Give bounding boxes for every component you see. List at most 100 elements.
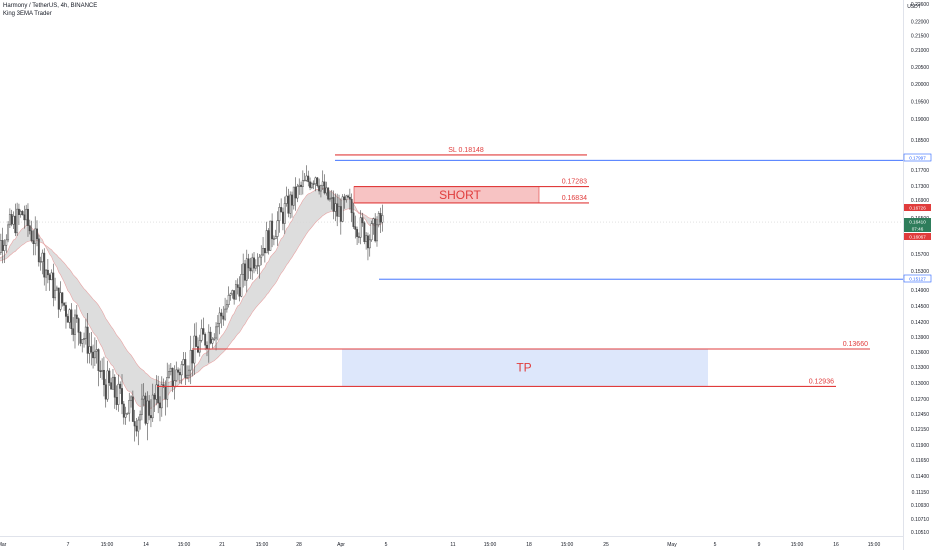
candle — [338, 194, 340, 217]
candle — [272, 235, 275, 246]
candle — [187, 365, 190, 383]
candle — [86, 312, 89, 364]
level-label: 0.13660 — [843, 341, 868, 348]
candle — [128, 392, 131, 422]
time-axis[interactable] — [0, 536, 903, 551]
candle — [135, 417, 138, 437]
candle — [309, 177, 312, 191]
candle — [57, 287, 60, 318]
ema-band-layer — [0, 187, 383, 410]
candle — [215, 322, 217, 351]
candle — [117, 374, 120, 412]
price-axis[interactable] — [903, 0, 932, 550]
candle — [244, 259, 246, 286]
candle — [365, 232, 368, 250]
candle — [151, 383, 154, 422]
candle — [101, 358, 104, 380]
candle — [130, 395, 133, 408]
candle — [298, 178, 301, 195]
candle — [75, 305, 78, 323]
levels-layer — [157, 154, 903, 387]
candle — [32, 230, 35, 256]
candle — [93, 337, 96, 367]
candle — [169, 362, 172, 376]
candle — [227, 286, 230, 308]
candle — [202, 317, 205, 335]
candle — [197, 337, 199, 354]
candle — [191, 349, 194, 377]
candle — [106, 360, 109, 402]
tp-zone[interactable] — [342, 349, 708, 387]
ema-band — [0, 188, 383, 409]
candle — [224, 297, 227, 321]
candle — [182, 352, 185, 366]
candle — [112, 368, 114, 390]
candle — [352, 202, 355, 229]
zones-layer — [342, 186, 708, 387]
candle — [81, 339, 84, 353]
candle — [370, 220, 373, 242]
candle — [339, 198, 342, 235]
candle — [14, 203, 17, 237]
candle — [267, 228, 270, 255]
candle — [149, 399, 152, 428]
candle — [50, 269, 53, 281]
candle — [84, 318, 87, 345]
candle — [66, 313, 69, 323]
candle — [173, 365, 176, 400]
candle — [240, 264, 243, 298]
candle — [347, 194, 350, 199]
candle — [155, 375, 158, 406]
candle — [265, 221, 268, 254]
candle — [5, 234, 8, 253]
candle — [323, 174, 326, 195]
candle — [231, 289, 234, 299]
candle — [300, 181, 302, 196]
candle — [330, 189, 333, 210]
candle — [23, 205, 26, 229]
candle — [119, 381, 122, 394]
candle — [285, 186, 288, 207]
candle — [115, 385, 118, 411]
level-label: SL 0.18148 — [448, 147, 484, 154]
candle — [368, 234, 371, 257]
candle — [184, 352, 187, 385]
candle — [180, 361, 183, 385]
candle — [276, 211, 279, 246]
candle — [21, 210, 24, 216]
candle — [175, 361, 178, 382]
candle — [269, 220, 272, 251]
candle — [254, 259, 257, 272]
candle — [316, 176, 319, 188]
candle — [55, 285, 58, 291]
candle — [372, 217, 375, 235]
candle — [247, 253, 250, 279]
candle — [374, 213, 377, 243]
candle — [222, 306, 225, 326]
candle — [225, 299, 228, 313]
candle — [325, 181, 328, 196]
candle — [45, 269, 48, 292]
candle — [74, 309, 76, 349]
candle — [65, 301, 67, 329]
candle — [137, 416, 140, 446]
candle — [36, 220, 38, 247]
candle — [83, 332, 85, 348]
level-label: 0.16834 — [562, 195, 587, 202]
candle — [345, 194, 348, 203]
candle — [314, 176, 317, 192]
candle — [216, 315, 219, 341]
candle — [319, 184, 322, 198]
candle — [140, 383, 143, 421]
candle — [153, 392, 156, 413]
candle — [41, 249, 44, 275]
candle — [88, 332, 91, 364]
candle — [310, 181, 313, 190]
candle — [289, 191, 292, 219]
candle — [195, 322, 198, 347]
candle — [307, 170, 310, 187]
candle — [283, 196, 286, 234]
candle — [7, 221, 10, 243]
